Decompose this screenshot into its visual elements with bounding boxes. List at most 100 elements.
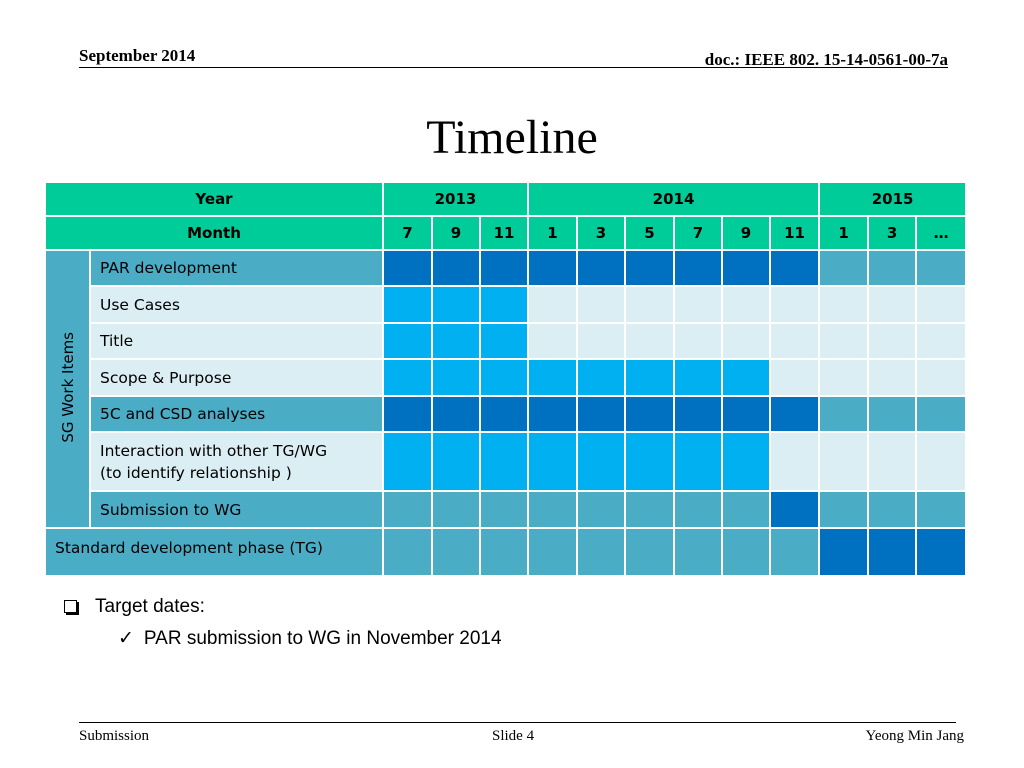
month-header: 9 [721, 215, 772, 251]
timeline-cell-dark [721, 249, 772, 287]
timeline-cell-bright [527, 358, 579, 397]
timeline-cell-light [769, 285, 821, 324]
timeline-cell-dark [478, 249, 530, 287]
table-row: Scope & Purpose [45, 358, 968, 397]
timeline-cell-mid [721, 490, 772, 529]
timeline-cell-mid [915, 249, 968, 287]
timeline-cell-dark [818, 527, 870, 577]
row-label: Use Cases [89, 285, 384, 324]
timeline-cell-dark [576, 249, 627, 287]
timeline-cell-light [769, 322, 821, 360]
month-header: … [915, 215, 968, 251]
timeline-cell-dark [527, 395, 579, 433]
timeline-cell-mid [769, 527, 821, 577]
month-header: 5 [624, 215, 676, 251]
year-header: 2015 [818, 181, 968, 217]
timeline-cell-dark [867, 527, 918, 577]
table-row: Title [45, 322, 968, 360]
timeline-cell-mid [576, 490, 627, 529]
timeline-cell-light [527, 322, 579, 360]
timeline-cell-dark [769, 249, 821, 287]
footer-submission: Submission [79, 728, 150, 744]
timeline-cell-mid [673, 527, 724, 577]
timeline-cell-light [576, 285, 627, 324]
table-row: Submission to WG [45, 490, 968, 529]
timeline-cell-bright [382, 285, 433, 324]
month-header: 7 [382, 215, 433, 251]
year-header: 2013 [381, 181, 530, 217]
timeline-cell-dark [382, 395, 433, 433]
timeline-cell-bright [431, 322, 481, 360]
timeline-cell-light [867, 431, 918, 492]
month-header: 3 [867, 215, 918, 251]
timeline-cell-light [867, 358, 918, 397]
timeline-cell-mid [818, 395, 870, 433]
table-row: 5C and CSD analyses [45, 395, 968, 433]
bullet-item: ✓ PAR submission to WG in November 2014 [118, 627, 502, 650]
group-label: SG Work Items [58, 331, 77, 443]
timeline-cell-bright [382, 358, 433, 397]
timeline-cell-dark [915, 527, 968, 577]
timeline-cell-bright [721, 358, 772, 397]
row-label-line: (to identify relationship ) [100, 463, 292, 482]
timeline-cell-light [915, 358, 968, 397]
timeline-cell-mid [576, 527, 627, 577]
timeline-cell-mid [478, 527, 530, 577]
row-label: Submission to WG [89, 490, 384, 529]
timeline-cell-light [769, 431, 821, 492]
row-label: Standard development phase (TG) [44, 527, 384, 577]
footer-divider [79, 722, 956, 723]
timeline-cell-light [818, 358, 870, 397]
row-label-line: Interaction with other TG/WG [100, 441, 328, 460]
timeline-cell-mid [624, 490, 676, 529]
timeline-cell-dark [431, 395, 481, 433]
timeline-cell-bright [382, 431, 433, 492]
timeline-cell-light [576, 322, 627, 360]
timeline-cell-bright [624, 358, 676, 397]
timeline-cell-light [624, 322, 676, 360]
timeline-cell-light [721, 285, 772, 324]
month-header: 11 [769, 215, 821, 251]
table-row: Use Cases [45, 285, 968, 324]
footer-author: Yeong Min Jang [865, 728, 965, 744]
timeline-cell-light [624, 285, 676, 324]
timeline-cell-dark [624, 395, 676, 433]
timeline-cell-bright [431, 358, 481, 397]
timeline-cell-mid [721, 527, 772, 577]
timeline-cell-bright [576, 358, 627, 397]
timeline-cell-light [673, 322, 724, 360]
timeline-cell-mid [867, 395, 918, 433]
month-header: 1 [818, 215, 870, 251]
timeline-cell-bright [478, 358, 530, 397]
row-label: 5C and CSD analyses [89, 395, 384, 433]
timeline-cell-bright [576, 431, 627, 492]
table-row: SG Work Items PAR development [44, 249, 968, 529]
timeline-cell-mid [915, 395, 968, 433]
row-label: Interaction with other TG/WG (to identify… [89, 431, 384, 492]
timeline-cell-bright [382, 322, 433, 360]
timeline-cell-mid [382, 490, 433, 529]
timeline-cell-light [867, 322, 918, 360]
timeline-cell-dark [527, 249, 579, 287]
timeline-cell-bright [527, 431, 579, 492]
table-row: Interaction with other TG/WG (to identify… [45, 431, 968, 492]
timeline-cell-mid [527, 527, 579, 577]
checkmark-icon: ✓ [118, 628, 134, 649]
month-label: Month [44, 215, 384, 251]
timeline-table: Year 2013 2014 2015 Month 7 9 11 1 3 5 7… [44, 181, 968, 577]
group-label-cell: SG Work Items [44, 249, 91, 529]
timeline-cell-mid [915, 490, 968, 529]
timeline-cell-bright [478, 431, 530, 492]
timeline-cell-bright [478, 285, 530, 324]
month-header: 9 [431, 215, 481, 251]
timeline-cell-mid [624, 527, 676, 577]
month-header: 7 [673, 215, 724, 251]
timeline-cell-light [818, 322, 870, 360]
timeline-cell-dark [721, 395, 772, 433]
timeline-cell-dark [769, 490, 821, 529]
timeline-cell-bright [478, 322, 530, 360]
timeline-cell-light [527, 285, 579, 324]
timeline-cell-bright [673, 431, 724, 492]
timeline-cell-light [867, 285, 918, 324]
timeline-cell-dark [478, 395, 530, 433]
